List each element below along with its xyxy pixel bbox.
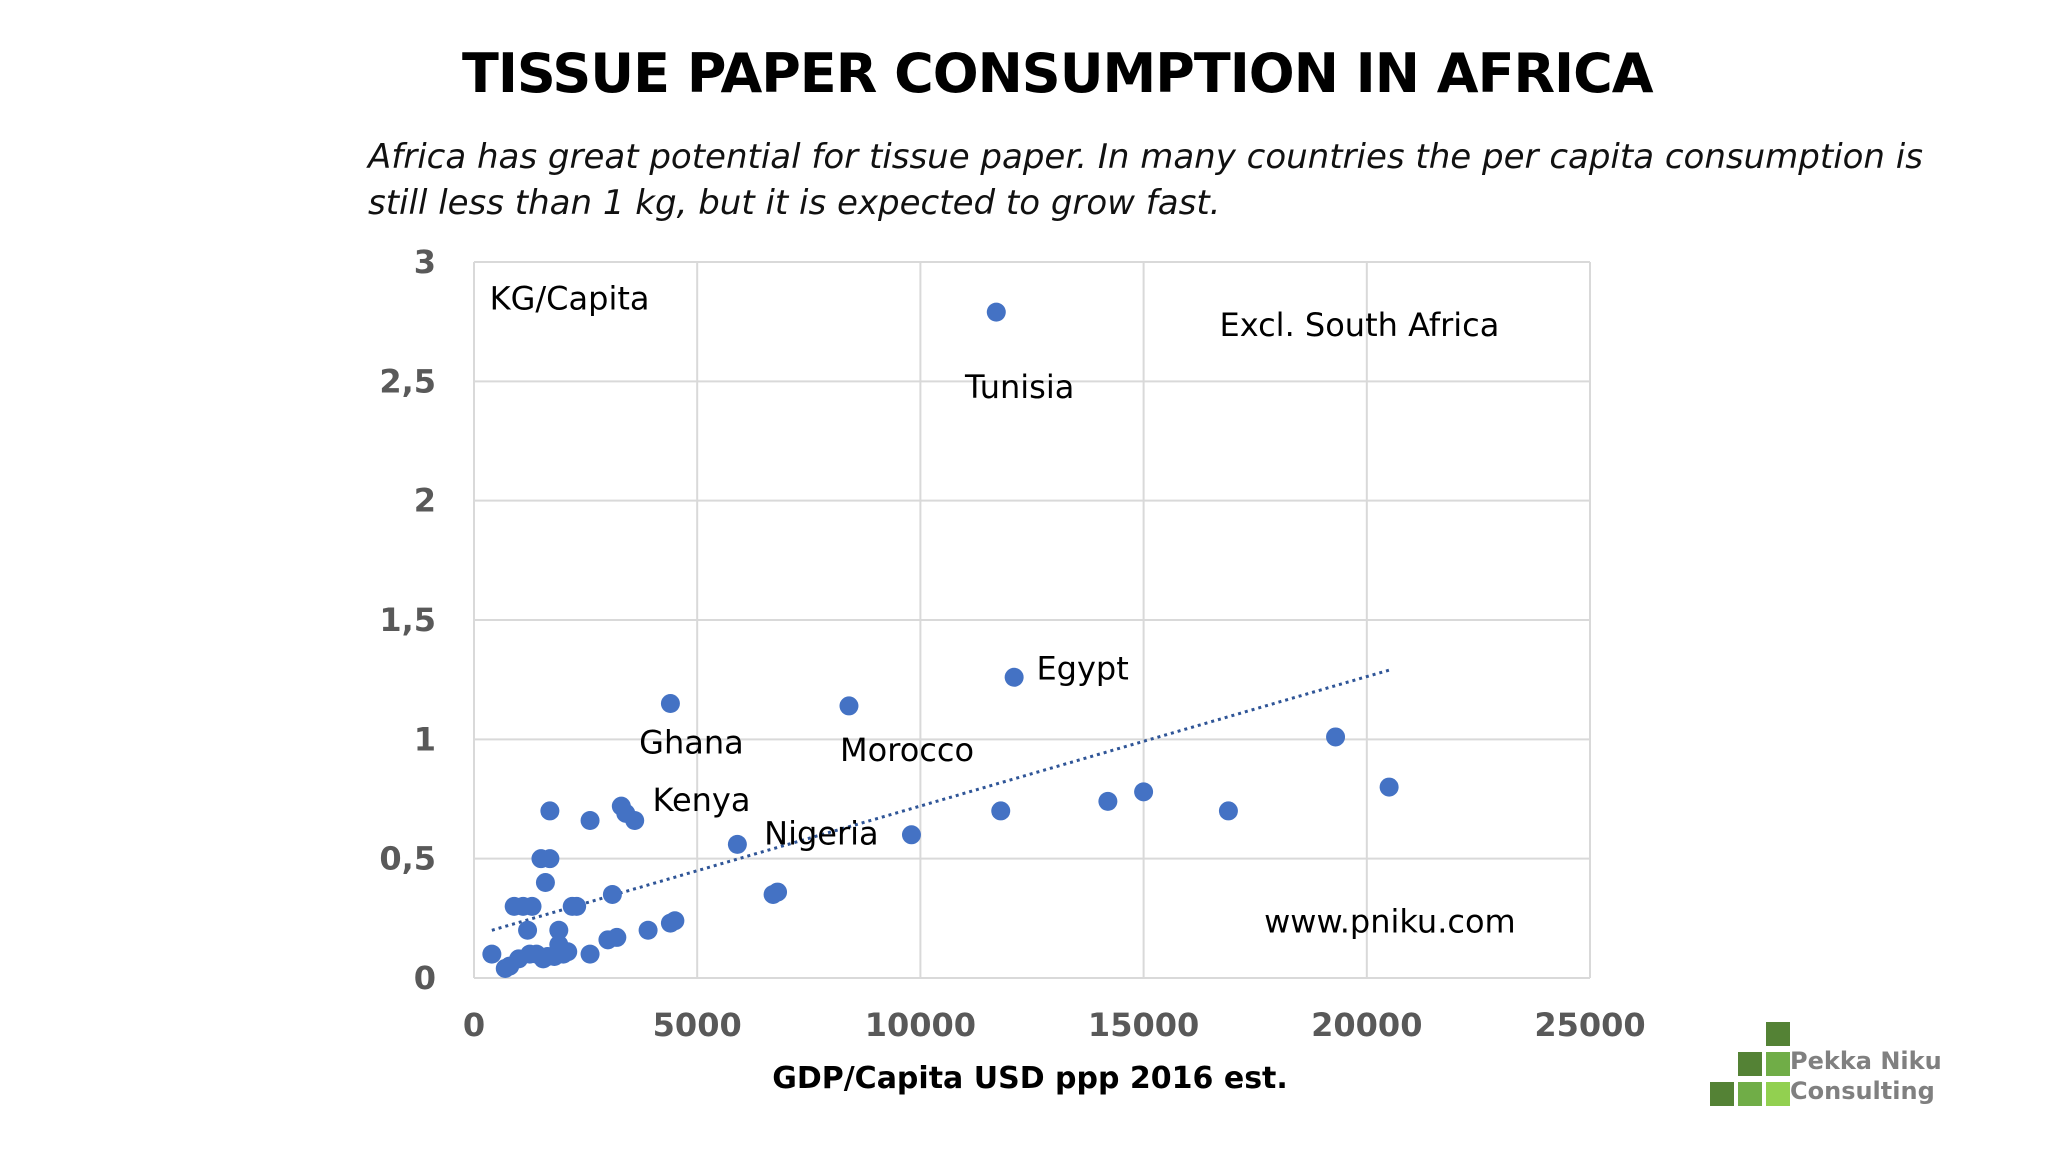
data-point [665, 911, 685, 931]
data-point [768, 882, 788, 902]
data-point [727, 834, 747, 854]
data-point [625, 810, 645, 830]
data-point [558, 942, 578, 962]
annotation-label: Excl. South Africa [1219, 306, 1499, 344]
data-point [522, 896, 542, 916]
page-title: TISSUE PAPER CONSUMPTION IN AFRICA [462, 42, 1654, 105]
x-tick-label: 10000 [865, 1006, 976, 1044]
data-point [518, 920, 538, 940]
grid [473, 261, 1591, 979]
subtitle-line-2: still less than 1 kg, but it is expected… [368, 183, 1221, 223]
annotation-label: www.pniku.com [1264, 903, 1516, 941]
y-tick-label: 1 [414, 720, 436, 758]
trendline [491, 668, 1390, 932]
tick-labels: 0 0,5 1 1,5 2 2,5 3 0 5000 10000 15000 20000 25000 [379, 243, 1645, 1044]
x-tick-label: 5000 [653, 1006, 742, 1044]
data-point [660, 694, 680, 714]
data-point [540, 849, 560, 869]
logo-line-2: Consulting [1790, 1077, 1935, 1105]
annotation-label: Egypt [1036, 650, 1128, 688]
x-tick-label: 15000 [1088, 1006, 1199, 1044]
subtitle-line-1: Africa has great potential for tissue pa… [368, 137, 1923, 177]
data-point [839, 696, 859, 716]
subtitle: Africa has great potential for tissue pa… [368, 134, 1923, 226]
data-point [1134, 782, 1154, 802]
data-point [1218, 801, 1238, 821]
data-point [1004, 667, 1024, 687]
data-point [1098, 791, 1118, 811]
y-tick-label: 1,5 [379, 601, 436, 639]
data-point [901, 825, 921, 845]
annotation-label: KG/Capita [490, 280, 650, 318]
points-layer [482, 302, 1399, 978]
x-axis-label: GDP/Capita USD ppp 2016 est. [772, 1061, 1288, 1096]
y-tick-label: 0 [414, 959, 436, 997]
annotation-label: Ghana [639, 724, 744, 762]
data-point [535, 873, 555, 893]
data-point [1379, 777, 1399, 797]
annotation-label: Tunisia [964, 368, 1074, 406]
logo-icon [1710, 1022, 1790, 1106]
x-tick-label: 20000 [1311, 1006, 1422, 1044]
data-point [607, 927, 627, 947]
trendline-layer [491, 668, 1390, 932]
data-point [991, 801, 1011, 821]
x-tick-label: 25000 [1534, 1006, 1645, 1044]
annotation-label: Kenya [653, 781, 751, 819]
data-point [549, 920, 569, 940]
annotation-label: Nigeria [764, 814, 878, 852]
y-tick-label: 3 [414, 243, 436, 281]
data-point [567, 896, 587, 916]
annotations: KG/Capita Excl. South Africa Tunisia Egypt G… [490, 280, 1516, 941]
y-tick-label: 2 [414, 482, 436, 520]
data-point [1326, 727, 1346, 747]
data-point [638, 920, 658, 940]
data-point [986, 302, 1006, 322]
data-point [482, 944, 502, 964]
y-tick-label: 2,5 [379, 362, 436, 400]
y-tick-label: 0,5 [379, 840, 436, 878]
data-point [580, 810, 600, 830]
data-point [540, 801, 560, 821]
data-point [602, 884, 622, 904]
logo-line-1: Pekka Niku [1790, 1047, 1942, 1075]
logo-text: Pekka Niku Consulting [1790, 1046, 1942, 1106]
annotation-label: Morocco [840, 731, 974, 769]
data-point [580, 944, 600, 964]
x-tick-label: 0 [463, 1006, 485, 1044]
